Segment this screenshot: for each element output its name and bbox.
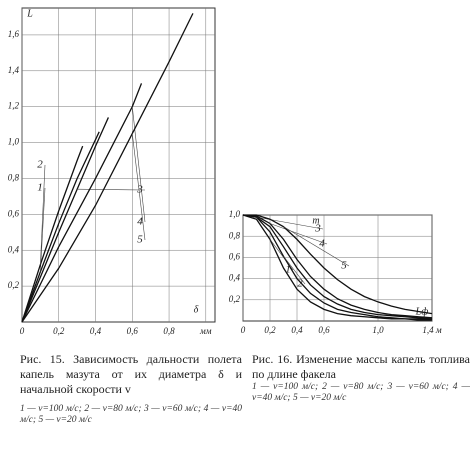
caption-note: 1 — v=100 м/с; 2 — v=80 м/с; 3 — v=60 м/… <box>252 382 470 403</box>
caption: Рис. 15. Зависимость дальности полета ка… <box>20 352 242 396</box>
y-tick-label: 0,2 <box>8 280 20 290</box>
curve-label: 2 <box>37 159 43 171</box>
leader-line <box>131 106 146 223</box>
y-tick-label: 1,0 <box>229 209 241 219</box>
leader-line <box>77 188 146 191</box>
charts: 0 0,2 0,4 0,6 0,8 мм 0,2 0,4 0,6 0,8 1,0 1,2 1,4 1,6 L… <box>8 7 442 336</box>
curve <box>243 214 433 315</box>
curve-label: 5 <box>137 234 143 246</box>
y-tick-label: 1,6 <box>8 29 20 39</box>
curve-label: 4 <box>319 238 325 250</box>
x-axis-label: δ <box>194 304 199 315</box>
leader-line <box>40 187 46 272</box>
curve <box>242 214 432 320</box>
curve-label: 1 <box>37 182 43 194</box>
curve <box>242 214 433 319</box>
plot-frame <box>21 7 216 323</box>
y-tick-label: 0,4 <box>229 273 241 283</box>
curve <box>21 13 194 323</box>
caption-note: 1 — v=100 м/с; 2 — v=80 м/с; 3 — v=60 м/… <box>20 404 242 425</box>
curve <box>21 83 143 323</box>
x-tick-label: 1,0 <box>372 325 384 335</box>
y-tick-label: 0,8 <box>8 173 20 183</box>
leader-line <box>269 223 328 245</box>
y-axis-label: L <box>26 8 33 19</box>
x-tick-label: 0,2 <box>53 326 65 336</box>
x-tick-label: 0 <box>20 326 25 336</box>
curve-label: 5 <box>341 260 347 272</box>
curve <box>21 145 84 323</box>
x-tick-label: 1,4 м <box>422 325 442 335</box>
curve <box>242 214 433 320</box>
plot-frame <box>242 214 433 322</box>
y-tick-label: 0,6 <box>229 251 241 261</box>
curve-label: 2 <box>297 278 303 290</box>
y-tick-label: 0,6 <box>8 208 20 218</box>
curve-label: 1 <box>285 264 291 276</box>
leader-line <box>283 256 306 285</box>
curve-label: 3 <box>314 223 321 235</box>
leader-line <box>283 226 350 267</box>
x-tick-label: 0,2 <box>264 325 276 335</box>
y-tick-label: 0,4 <box>8 244 20 254</box>
y-axis-label: m <box>312 215 319 226</box>
curve-label: 3 <box>136 184 143 196</box>
y-tick-label: 1,2 <box>8 101 20 111</box>
leader-line <box>40 164 46 265</box>
leader-line <box>131 133 146 241</box>
x-tick-label: мм <box>199 326 212 336</box>
y-tick-label: 1,4 <box>8 65 20 75</box>
y-tick-label: 0,8 <box>229 230 241 240</box>
curve <box>21 131 100 323</box>
x-tick-label: 0,6 <box>127 326 139 336</box>
x-tick-label: 0,8 <box>163 326 175 336</box>
caption: Рис. 16. Изменение массы капель топлива … <box>252 352 470 381</box>
x-tick-label: 0,4 <box>90 326 102 336</box>
x-tick-label: 0,4 <box>291 325 303 335</box>
curve-label: 4 <box>137 216 143 228</box>
y-tick-label: 1,0 <box>8 137 20 147</box>
y-tick-label: 0,2 <box>229 294 241 304</box>
curve <box>21 117 109 323</box>
x-tick-label: 0 <box>241 325 246 335</box>
x-tick-label: 0,6 <box>318 325 330 335</box>
